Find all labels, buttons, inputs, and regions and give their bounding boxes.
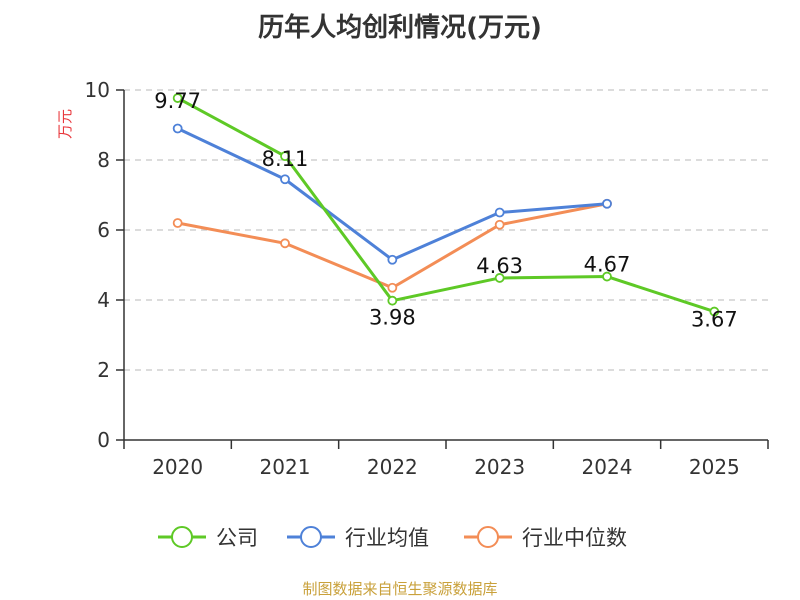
- data-point: [494, 273, 505, 283]
- data-point: [387, 254, 398, 265]
- y-tick-label: 2: [97, 358, 110, 382]
- data-point: [280, 238, 290, 249]
- legend-marker: [300, 526, 322, 548]
- data-labels: 9.77 8.11 3.98 4.63 4.67 3.67: [154, 89, 737, 331]
- y-tick-label: 10: [85, 78, 110, 102]
- data-label: 9.77: [154, 89, 201, 113]
- axes: [116, 89, 769, 449]
- y-tick-label: 0: [97, 428, 110, 452]
- data-point: [602, 198, 612, 209]
- legend-marker: [477, 526, 499, 548]
- data-point: [280, 151, 290, 162]
- data-label: 8.11: [262, 147, 309, 171]
- y-tick-labels: 0 2 4 6 8 10: [85, 78, 110, 452]
- y-tick-label: 8: [97, 148, 110, 172]
- data-point: [494, 219, 505, 230]
- data-label: 4.67: [584, 253, 631, 277]
- x-tick-label: 2021: [260, 455, 311, 479]
- data-label: 4.63: [476, 254, 523, 278]
- data-point: [709, 306, 720, 317]
- y-axis-label: 万元: [56, 109, 74, 139]
- x-tick-label: 2025: [689, 455, 740, 479]
- x-tick-label: 2023: [474, 455, 525, 479]
- data-point: [387, 282, 398, 293]
- y-tick-label: 6: [97, 218, 110, 242]
- series-line: [177, 127, 608, 262]
- series-line: [176, 96, 715, 313]
- legend-label: 行业中位数: [522, 526, 627, 550]
- x-tick-label: 2022: [367, 455, 418, 479]
- data-label: 3.98: [369, 306, 416, 330]
- data-point: [172, 218, 183, 228]
- y-tick-label: 4: [97, 288, 110, 312]
- data-point: [494, 207, 505, 218]
- legend: 公司 行业均值 行业中位数: [158, 526, 627, 550]
- grid-lines: [124, 89, 768, 371]
- x-tick-label: 2024: [582, 455, 633, 479]
- data-point: [172, 123, 183, 134]
- data-point: [172, 93, 183, 103]
- legend-label: 公司: [216, 526, 258, 550]
- data-point: [280, 174, 290, 185]
- data-point: [387, 295, 398, 306]
- x-tick-label: 2020: [152, 455, 203, 479]
- legend-marker: [171, 526, 193, 548]
- chart-title: 历年人均创利情况(万元): [258, 12, 542, 43]
- x-tick-labels: 2020 2021 2022 2023 2024 2025: [152, 455, 740, 479]
- source-note: 制图数据来自恒生聚源数据库: [302, 580, 497, 598]
- series-line: [177, 202, 608, 290]
- series-group: [172, 93, 720, 317]
- legend-label: 行业均值: [345, 526, 429, 550]
- data-point: [602, 271, 612, 282]
- data-label: 3.67: [691, 308, 738, 332]
